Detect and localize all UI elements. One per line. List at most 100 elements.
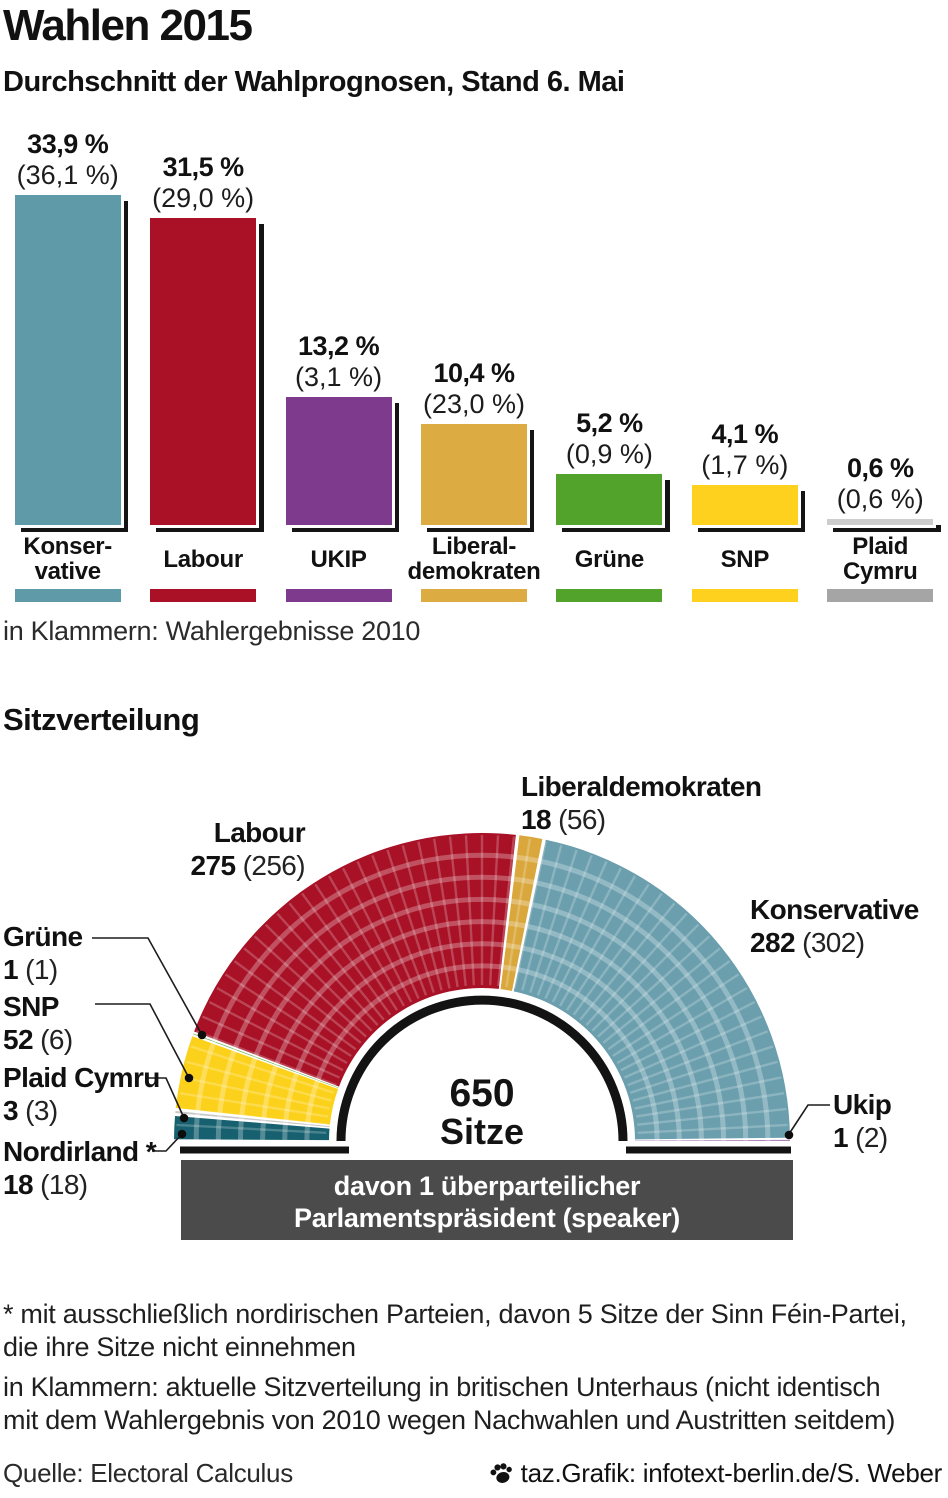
bar-category-label: UKIP	[310, 545, 367, 573]
total-seats-word: Sitze	[439, 1111, 525, 1152]
bar-chart-note: in Klammern: Wahlergebnisse 2010	[3, 616, 421, 646]
bar-previous-value: (0,6 %)	[836, 484, 924, 515]
bar-value-labels: 13,2 % (3,1 %)	[270, 331, 408, 393]
poll-bar-chart: 33,9 % (36,1 %) Konser-vative 31,5 % (29,0 %…	[0, 127, 948, 602]
snp-seat-label: SNP 52 (6)	[3, 990, 73, 1056]
gruene-seats: 1	[3, 954, 19, 985]
donut-segments	[174, 833, 791, 1141]
bar-column-4: 5,2 % (0,9 %) Grüne	[542, 127, 677, 602]
konservative-prev-seats: (302)	[802, 927, 865, 958]
nordirland-prev-seats: (18)	[40, 1169, 88, 1200]
plaid-name: Plaid Cymru	[3, 1062, 160, 1093]
plaid-seats: 3	[3, 1095, 19, 1126]
bar-plot: 0,6 % (0,6 %)	[827, 127, 941, 532]
bar-current-value: 33,9 %	[27, 129, 109, 159]
bar	[420, 423, 535, 533]
libdem-prev-seats: (56)	[558, 804, 606, 835]
ukip-seats: 1	[833, 1122, 849, 1153]
bar-category-label: Grüne	[574, 545, 644, 573]
bar-column-5: 4,1 % (1,7 %) SNP	[677, 127, 812, 602]
bar	[556, 474, 670, 532]
bar-previous-value: (0,9 %)	[565, 439, 653, 470]
bar-previous-value: (23,0 %)	[422, 388, 525, 419]
bar-column-6: 0,6 % (0,6 %) Plaid Cymru	[813, 127, 948, 602]
libdem-seats: 18	[521, 804, 552, 835]
speaker-banner: davon 1 überparteilicher Parlamentspräsi…	[181, 1160, 793, 1240]
bar-current-value: 4,1 %	[711, 419, 779, 450]
bar	[285, 396, 400, 533]
nordirland-leader-line	[152, 1133, 183, 1152]
bar-previous-value: (1,7 %)	[701, 450, 789, 481]
labour-seat-label: Labour 275 (256)	[60, 816, 306, 882]
labour-seats: 275	[190, 850, 237, 881]
page-subtitle: Durchschnitt der Wahlprognosen, Stand 6.…	[3, 66, 625, 98]
bar-category-label: Konser-vative	[23, 533, 112, 585]
legend-swatch	[14, 589, 121, 602]
footnote-sinn-fein: * mit ausschließlich nordirischen Partei…	[3, 1298, 907, 1364]
bar-value-labels: 10,4 % (23,0 %)	[405, 358, 543, 420]
bar-category-label: Liberal-demokraten	[407, 533, 541, 585]
plaid-cymru-seat-label: Plaid Cymru 3 (3)	[3, 1061, 160, 1127]
libdem-name: Liberaldemokraten	[521, 771, 762, 802]
graphic-credit: taz.Grafik: infotext-berlin.de/S. Weber	[489, 1458, 942, 1489]
konservative-seats: 282	[750, 927, 796, 958]
half-donut-svg	[92, 833, 830, 1154]
leader-lines	[92, 937, 830, 1152]
total-seats-label: 650 Sitze	[362, 1074, 602, 1152]
bar-value-labels: 4,1 % (1,7 %)	[676, 419, 814, 481]
bar-category-label: SNP	[720, 545, 770, 573]
bar-current-value: 31,5 %	[162, 152, 245, 183]
footnote2-line1: in Klammern: aktuelle Sitzverteilung in …	[3, 1372, 881, 1402]
konservative-seat-label: Konservative 282 (302)	[750, 893, 919, 959]
bar-plot: 31,5 % (29,0 %)	[150, 127, 264, 532]
snp-seats: 52	[3, 1024, 34, 1055]
gruene-leader-line	[92, 937, 203, 1036]
ukip-marker-dot	[784, 1130, 794, 1140]
bar-value-labels: 33,9 % (36,1 %)	[0, 129, 137, 191]
footnote1-line2: die ihre Sitze nicht einnehmen	[3, 1332, 356, 1362]
ukip-name: Ukip	[833, 1089, 892, 1120]
bar-category-label: Labour	[163, 545, 243, 573]
donut-segment-snp	[175, 1036, 339, 1125]
bar-column-1: 31,5 % (29,0 %) Labour	[135, 127, 270, 602]
legend-swatch	[827, 589, 934, 602]
gruene-prev-seats: (1)	[25, 954, 58, 985]
graphic-credit-text: taz.Grafik: infotext-berlin.de/S. Weber	[520, 1458, 943, 1488]
nordirland-name: Nordirland *	[3, 1136, 157, 1167]
bar-column-2: 13,2 % (3,1 %) UKIP	[271, 127, 406, 602]
footer: Quelle: Electoral Calculus taz.Grafik: i…	[3, 1458, 942, 1489]
bar-category-label: Plaid Cymru	[842, 533, 918, 585]
bar-previous-value: (36,1 %)	[16, 160, 119, 190]
bar-current-value: 0,6 %	[846, 453, 914, 484]
speaker-banner-line1: davon 1 überparteilicher	[333, 1171, 641, 1201]
seat-distribution-chart: Labour 275 (256) Liberaldemokraten 18 (5…	[0, 755, 948, 1255]
bar-previous-value: (3,1 %)	[295, 361, 383, 392]
gruene-name: Grüne	[3, 921, 83, 952]
bar-previous-value: (29,0 %)	[152, 183, 255, 214]
bar-plot: 33,9 % (36,1 %)	[14, 127, 129, 532]
bar-current-value: 13,2 %	[298, 330, 380, 361]
bar-value-labels: 5,2 % (0,9 %)	[540, 408, 678, 470]
donut-segment-nordirland	[174, 1116, 330, 1141]
snp-leader-line	[95, 1003, 190, 1079]
donut-segment-labour	[194, 833, 516, 1087]
labour-prev-seats: (256)	[242, 850, 306, 881]
legend-swatch	[420, 589, 527, 602]
donut-segment-konservative	[513, 839, 790, 1140]
legend-swatch	[556, 589, 663, 602]
header: Wahlen 2015 Durchschnitt der Wahlprognos…	[3, 0, 625, 99]
plaid-marker-dot	[179, 1113, 189, 1123]
donut-row-overlay	[176, 835, 788, 1142]
bar	[150, 218, 264, 532]
snp-name: SNP	[3, 991, 59, 1022]
footnote2-line2: mit dem Wahlergebnis von 2010 wegen Nach…	[3, 1405, 896, 1435]
konservative-name: Konservative	[750, 894, 919, 925]
gruene-marker-dot	[197, 1030, 207, 1040]
bar-column-0: 33,9 % (36,1 %) Konser-vative	[0, 127, 135, 602]
paw-icon	[490, 1463, 512, 1483]
donut-segment-liberaldemokraten	[500, 835, 543, 991]
snp-prev-seats: (6)	[40, 1024, 73, 1055]
bar	[14, 195, 129, 532]
speaker-banner-line2: Parlamentspräsident (speaker)	[294, 1203, 680, 1233]
nordirland-seats: 18	[3, 1169, 34, 1200]
